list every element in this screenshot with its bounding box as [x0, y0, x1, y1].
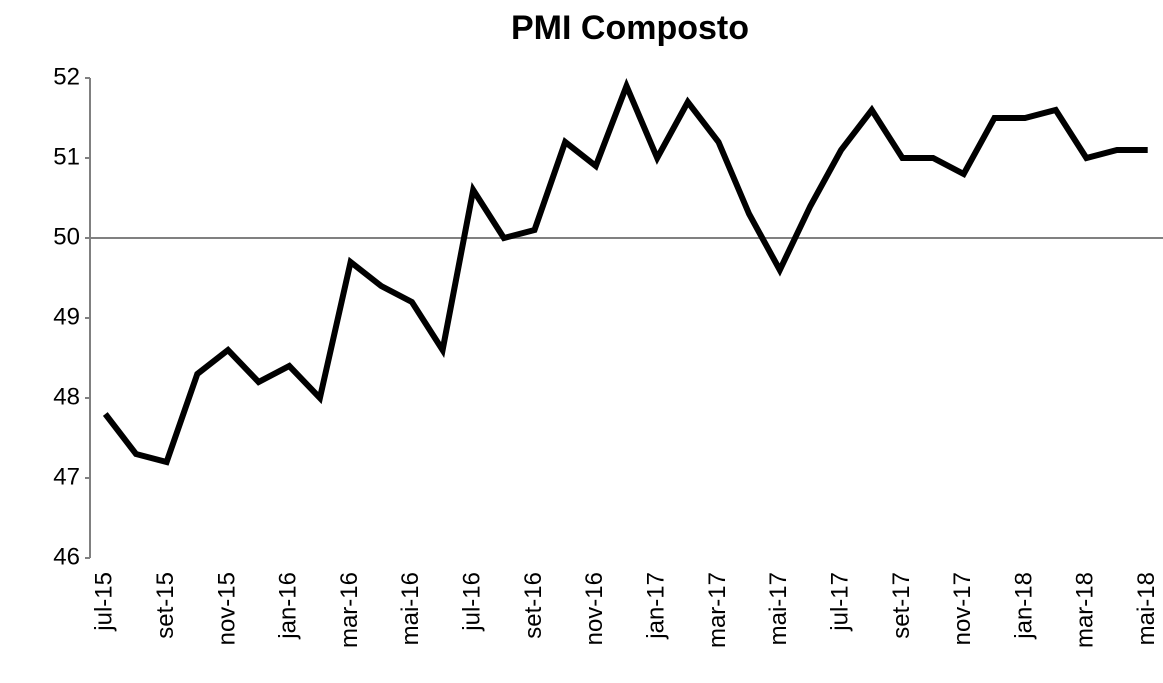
line [102, 78, 1148, 466]
x-tick-label: nov-15 [213, 572, 240, 645]
x-tick-label: set-17 [888, 572, 915, 639]
x-tick-label: set-16 [520, 572, 547, 639]
x-tick-label: mai-16 [397, 572, 424, 645]
x-tick-label: jan-18 [1010, 572, 1037, 640]
x-tick-label: set-15 [152, 572, 179, 639]
x-tick-label: mai-18 [1133, 572, 1160, 645]
y-tick-label: 51 [53, 143, 80, 170]
y-tick-label: 46 [53, 543, 80, 570]
x-tick-label: mar-16 [336, 572, 363, 648]
y-tick-label: 50 [53, 223, 80, 250]
chart-title: PMI Composto [511, 9, 749, 47]
y-tick-label: 47 [53, 463, 80, 490]
x-tick-label: nov-16 [581, 572, 608, 645]
x-tick-label: jul-17 [826, 572, 853, 632]
x-tick-label: jan-17 [643, 572, 670, 640]
x-tick-label: mar-17 [704, 572, 731, 648]
x-tick-label: mar-18 [1072, 572, 1099, 648]
y-tick-label: 48 [53, 383, 80, 410]
x-tick-label: jul-16 [459, 572, 486, 632]
y-tick-label: 49 [53, 303, 80, 330]
x-tick-label: jul-15 [91, 572, 118, 632]
x-tick-label: jan-16 [275, 572, 302, 640]
x-tick-label: mai-17 [765, 572, 792, 645]
x-tick-label: nov-17 [949, 572, 976, 645]
y-tick-label: 52 [53, 63, 80, 90]
